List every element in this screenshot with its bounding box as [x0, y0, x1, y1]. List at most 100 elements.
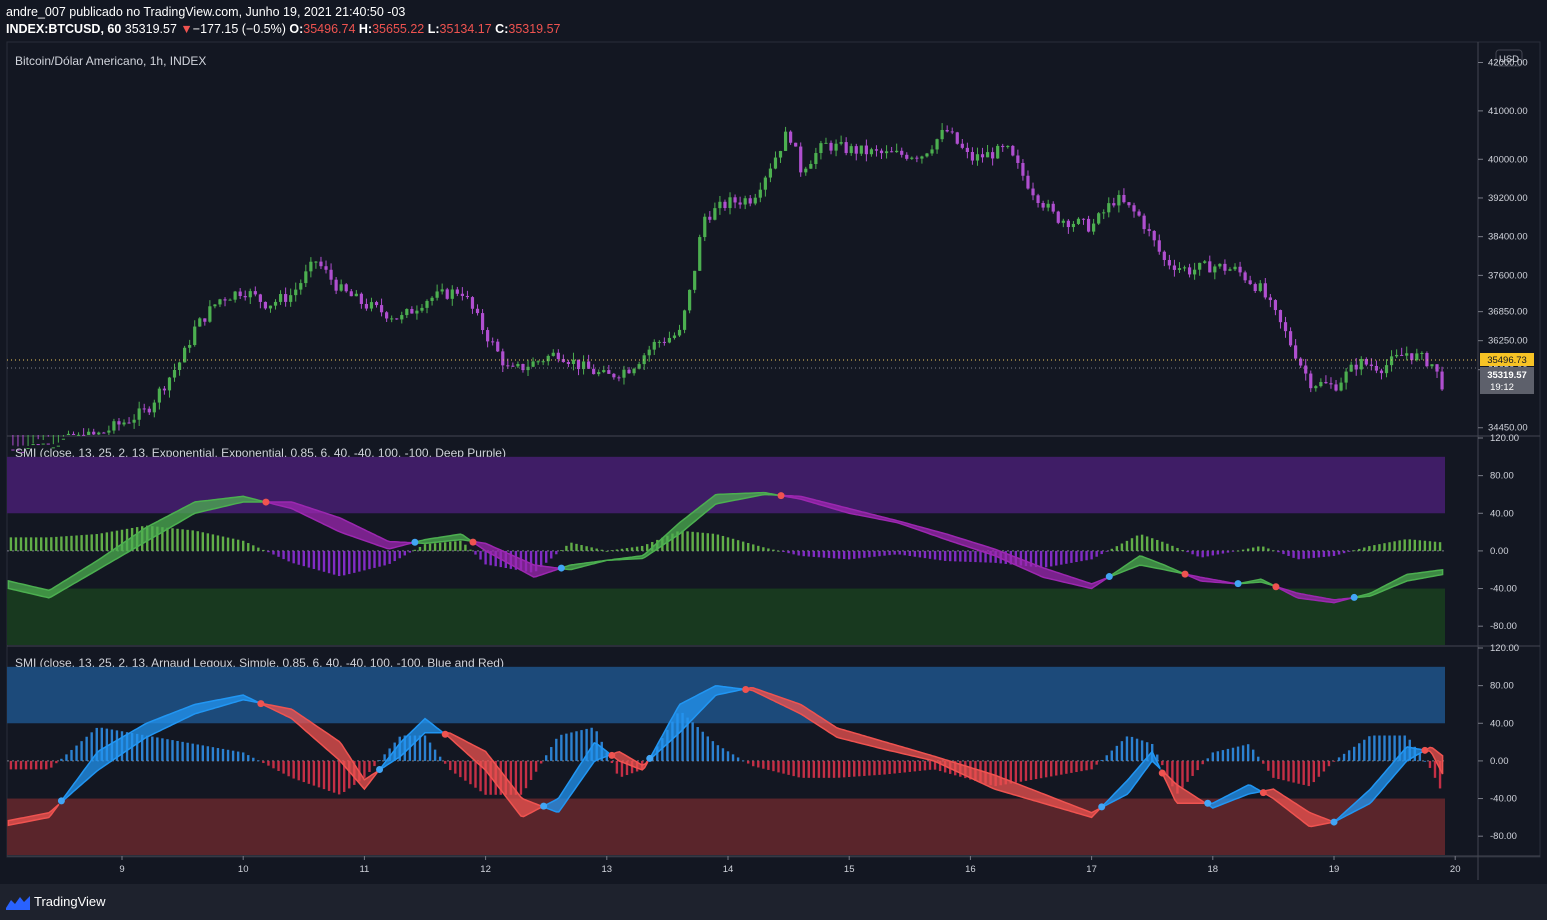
- smi1-histogram-bar: [716, 534, 720, 551]
- smi1-histogram-bar: [1024, 550, 1028, 567]
- candle-body: [1162, 251, 1166, 261]
- smi1-histogram-bar: [807, 550, 810, 557]
- smi2-histogram-bar: [842, 760, 846, 778]
- smi1-histogram-bar: [479, 550, 482, 560]
- candle-body: [1097, 213, 1101, 224]
- candle-body: [1395, 354, 1399, 357]
- smi2-histogram-bar: [388, 748, 391, 761]
- smi1-histogram-bar: [842, 550, 846, 560]
- candle-body: [819, 143, 823, 154]
- smi1-histogram-bar: [1085, 550, 1088, 561]
- smi1-bull-ribbon: [1237, 578, 1275, 587]
- smi2-histogram-bar: [216, 748, 220, 761]
- smi1-histogram-bar: [772, 549, 775, 551]
- brand-name[interactable]: TradingView: [34, 894, 106, 909]
- candle-body: [733, 197, 737, 203]
- candle-body: [794, 142, 798, 147]
- price-change: −177.15 (−0.5%): [192, 22, 286, 36]
- smi2-histogram-bar: [1044, 760, 1048, 778]
- smi1-histogram-bar: [19, 537, 23, 551]
- smi2-histogram-bar: [1201, 760, 1204, 765]
- smi2-histogram-bar: [1433, 760, 1437, 778]
- smi1-cross-dot: [1234, 580, 1242, 588]
- candle-body: [698, 237, 702, 271]
- tradingview-logo-icon[interactable]: [6, 894, 30, 910]
- smi2-histogram-bar: [1105, 755, 1108, 761]
- candle-body: [763, 177, 767, 190]
- smi2-histogram-bar: [1211, 752, 1214, 761]
- smi2-histogram-bar: [928, 760, 932, 770]
- smi1-histogram-bar: [868, 550, 871, 558]
- smi1-histogram-bar: [166, 527, 169, 551]
- smi2-histogram-bar: [519, 760, 523, 795]
- currency-badge[interactable]: [1495, 49, 1523, 67]
- chart-area[interactable]: Bitcoin/Dólar Americano, 1h, INDEX USD 4…: [0, 40, 1547, 884]
- smi1-tick-label: -80.00: [1490, 621, 1517, 632]
- smi1-histogram-bar: [918, 550, 922, 558]
- smi1-histogram-bar: [837, 550, 841, 559]
- smi2-bear-ribbon: [611, 751, 648, 771]
- smi1-histogram-bar: [555, 550, 558, 555]
- smi2-histogram-bar: [848, 760, 851, 777]
- smi2-histogram-bar: [590, 727, 593, 761]
- smi1-histogram-bar: [686, 531, 689, 551]
- smi1-title: SMI (close, 13, 25, 2, 13, Exponential, …: [15, 446, 506, 460]
- smi1-histogram-bar: [343, 550, 346, 576]
- smi1-histogram-bar: [1272, 550, 1275, 552]
- smi2-histogram-bar: [1060, 760, 1063, 775]
- smi1-histogram-bar: [736, 540, 740, 551]
- smi1-cross-dot: [469, 538, 477, 546]
- candle-body: [1011, 145, 1015, 156]
- smi1-histogram-bar: [1363, 547, 1366, 551]
- symbol-label[interactable]: INDEX:BTCUSD, 60: [6, 22, 122, 36]
- smi2-histogram-bar: [1019, 760, 1023, 782]
- smi1-histogram-bar: [731, 538, 735, 551]
- time-tick-label: 15: [844, 864, 855, 875]
- smi1-histogram-bar: [1171, 545, 1174, 551]
- smi2-histogram-bar: [1055, 760, 1058, 776]
- smi-pane-deep-purple[interactable]: SMI (close, 13, 25, 2, 13, Exponential, …: [7, 433, 1519, 645]
- candle-body: [1172, 265, 1177, 270]
- smi1-histogram-bar: [242, 540, 245, 551]
- smi2-histogram-bar: [1206, 758, 1209, 761]
- candle-body: [814, 153, 818, 164]
- smi2-histogram-bar: [560, 734, 563, 761]
- smi2-histogram-bar: [1080, 760, 1083, 772]
- smi1-histogram-bar: [287, 550, 290, 562]
- price-pane[interactable]: Bitcoin/Dólar Americano, 1h, INDEX USD 4…: [7, 49, 1534, 453]
- high-label: H:: [358, 22, 373, 36]
- smi1-histogram-bar: [817, 550, 821, 558]
- smi2-histogram-bar: [1353, 746, 1356, 761]
- time-tick-label: 10: [238, 864, 249, 875]
- smi1-histogram-bar: [247, 543, 250, 551]
- candle-body: [905, 154, 909, 159]
- time-tick-label: 20: [1450, 864, 1461, 875]
- candle-body: [82, 434, 86, 436]
- smi2-cross-dot: [608, 751, 616, 759]
- smi1-histogram-bar: [529, 550, 533, 573]
- smi2-histogram-bar: [272, 760, 275, 769]
- candle-body: [66, 433, 71, 435]
- smi2-histogram-bar: [550, 747, 553, 761]
- smi2-histogram-bar: [1100, 759, 1103, 761]
- smi1-histogram-bar: [378, 550, 381, 567]
- smi1-histogram-bar: [822, 550, 826, 558]
- candle-body: [480, 313, 485, 331]
- candle-body: [1081, 218, 1086, 220]
- candle-body: [1152, 231, 1156, 241]
- candle-body: [253, 291, 257, 295]
- candle-body: [51, 447, 55, 449]
- smi2-histogram-bar: [1226, 748, 1230, 761]
- smi1-histogram-bar: [984, 550, 987, 563]
- candle-body: [56, 445, 60, 447]
- candle-body: [1026, 175, 1030, 189]
- smi2-histogram-bar: [186, 742, 189, 761]
- smi1-histogram-bar: [1050, 550, 1053, 567]
- smi2-histogram-bar: [524, 760, 528, 789]
- smi1-histogram-bar: [550, 550, 553, 559]
- smi1-histogram-bar: [1161, 541, 1164, 551]
- smi1-histogram-bar: [1110, 548, 1113, 551]
- smi-pane-blue-red[interactable]: SMI (close, 13, 25, 2, 13, Arnaud Legoux…: [7, 643, 1519, 855]
- time-axis[interactable]: 9 10 11 12 13 14 15 16 17 18 19 20: [119, 856, 1460, 875]
- smi1-histogram-bar: [438, 542, 442, 551]
